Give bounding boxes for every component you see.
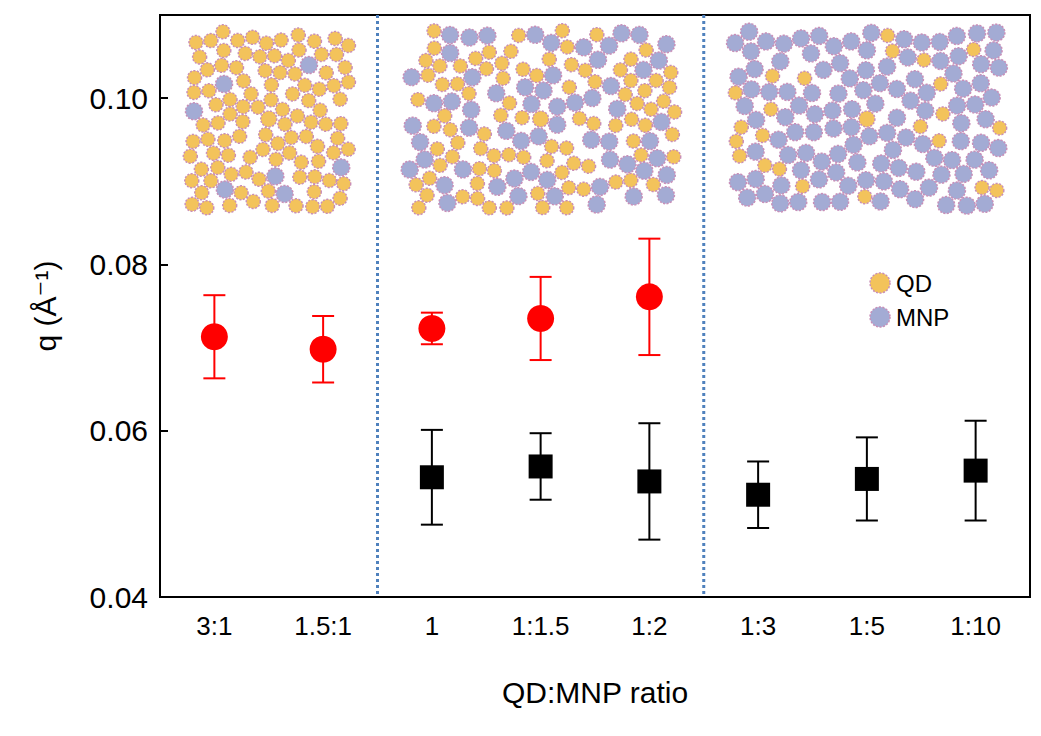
svg-text:0.06: 0.06 [90,414,148,447]
svg-text:0.04: 0.04 [90,581,148,614]
svg-text:0.10: 0.10 [90,82,148,115]
svg-text:1:1.5: 1:1.5 [512,611,570,641]
svg-text:0.08: 0.08 [90,248,148,281]
svg-text:MNP: MNP [896,304,949,331]
svg-text:QD: QD [896,270,932,297]
svg-text:q (Å⁻¹): q (Å⁻¹) [29,261,62,352]
svg-text:1: 1 [425,611,439,641]
svg-text:QD:MNP ratio: QD:MNP ratio [502,676,688,709]
svg-text:1:10: 1:10 [950,611,1001,641]
svg-text:1.5:1: 1.5:1 [294,611,352,641]
svg-text:1:5: 1:5 [849,611,885,641]
svg-text:3:1: 3:1 [196,611,232,641]
svg-text:1:2: 1:2 [631,611,667,641]
svg-text:1:3: 1:3 [740,611,776,641]
